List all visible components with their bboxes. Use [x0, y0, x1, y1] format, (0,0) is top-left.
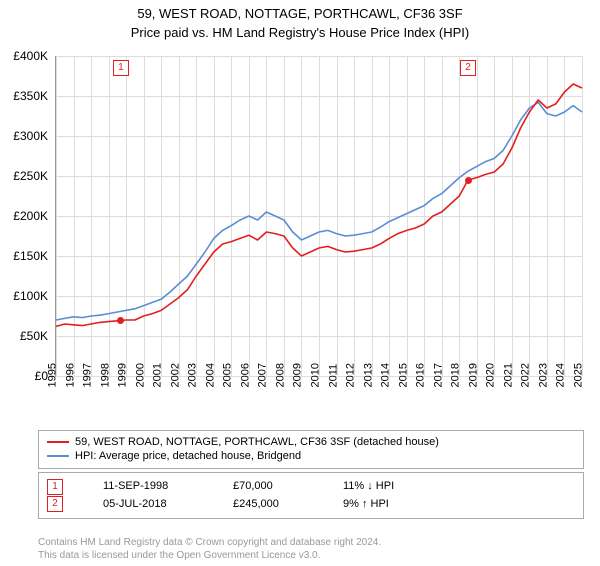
figure-container: 59, WEST ROAD, NOTTAGE, PORTHCAWL, CF36 …: [0, 6, 600, 566]
chart-subtitle: Price paid vs. HM Land Registry's House …: [0, 25, 600, 40]
marker-dot: [117, 317, 124, 324]
y-tick-label: £50K: [20, 329, 48, 343]
transaction-row: 1 11-SEP-1998 £70,000 11% ↓ HPI: [47, 478, 575, 496]
legend-item: 59, WEST ROAD, NOTTAGE, PORTHCAWL, CF36 …: [47, 435, 575, 449]
transactions-box: 1 11-SEP-1998 £70,000 11% ↓ HPI 2 05-JUL…: [38, 472, 584, 519]
y-tick-label: £250K: [13, 169, 48, 183]
legend-label: 59, WEST ROAD, NOTTAGE, PORTHCAWL, CF36 …: [75, 435, 439, 449]
chart-title-address: 59, WEST ROAD, NOTTAGE, PORTHCAWL, CF36 …: [0, 6, 600, 23]
gridline: [582, 56, 583, 376]
legend-swatch: [47, 441, 69, 443]
legend-label: HPI: Average price, detached house, Brid…: [75, 449, 301, 463]
transaction-row: 2 05-JUL-2018 £245,000 9% ↑ HPI: [47, 496, 575, 514]
chart-plot-area: £0£50K£100K£150K£200K£250K£300K£350K£400…: [55, 56, 582, 377]
legend-box: 59, WEST ROAD, NOTTAGE, PORTHCAWL, CF36 …: [38, 430, 584, 469]
y-tick-label: £200K: [13, 209, 48, 223]
transaction-delta: 11% ↓ HPI: [343, 478, 433, 496]
chart-lines: [56, 56, 582, 376]
y-tick-label: £150K: [13, 249, 48, 263]
transaction-price: £245,000: [233, 496, 303, 514]
license-line: Contains HM Land Registry data © Crown c…: [38, 537, 584, 550]
transaction-marker-icon: 1: [47, 479, 63, 495]
marker-label-box: 2: [460, 60, 476, 76]
transaction-date: 11-SEP-1998: [103, 478, 193, 496]
marker-label-box: 1: [113, 60, 129, 76]
series-price-paid: [56, 84, 582, 326]
marker-dot: [465, 177, 472, 184]
transaction-marker-icon: 2: [47, 496, 63, 512]
y-tick-label: £100K: [13, 289, 48, 303]
legend-item: HPI: Average price, detached house, Brid…: [47, 449, 575, 463]
y-tick-label: £300K: [13, 129, 48, 143]
transaction-delta: 9% ↑ HPI: [343, 496, 433, 514]
license-line: This data is licensed under the Open Gov…: [38, 550, 584, 563]
license-text: Contains HM Land Registry data © Crown c…: [38, 537, 584, 562]
y-tick-label: £400K: [13, 49, 48, 63]
series-hpi: [56, 102, 582, 320]
transaction-price: £70,000: [233, 478, 303, 496]
y-tick-label: £350K: [13, 89, 48, 103]
legend-swatch: [47, 455, 69, 457]
transaction-date: 05-JUL-2018: [103, 496, 193, 514]
